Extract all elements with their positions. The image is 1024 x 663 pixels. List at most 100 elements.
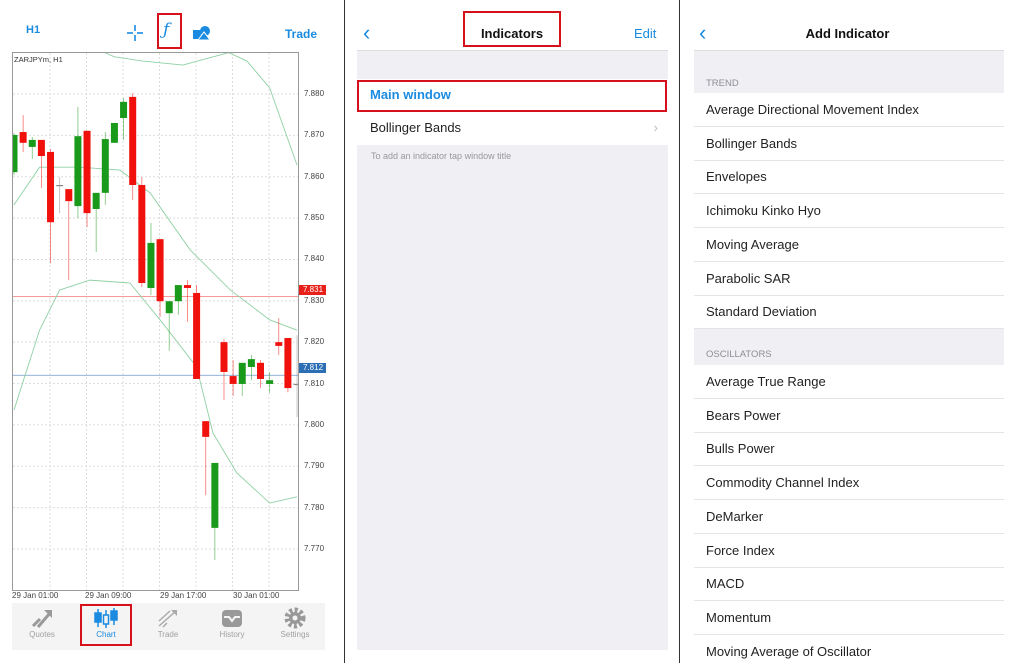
chart-area[interactable] [12,52,299,591]
candlestick-chart [13,53,298,590]
price-tick-label: 7.830 [304,295,325,305]
candle-body [147,242,155,288]
indicator-list-item[interactable]: Ichimoku Kinko Hyo [694,194,1004,229]
gear-icon [284,607,306,629]
indicator-list-item[interactable]: Bollinger Bands [694,127,1004,161]
highlight-box [357,80,667,112]
price-line-label: 7.831 [299,284,326,295]
tab-settings[interactable]: Settings [267,606,323,639]
candle-body [47,151,55,223]
function-icon[interactable]: ƒ [163,20,170,40]
page-title: Indicators [480,26,544,41]
chart-icon [94,608,118,628]
candle-body [83,130,91,214]
candle-body [74,136,82,207]
candle-body [37,139,45,157]
indicator-list-item[interactable]: Momentum [694,601,1004,635]
candle-body [110,122,118,143]
tab-trade[interactable]: Trade [140,606,196,639]
candle-body [220,342,228,372]
indicator-list-item[interactable]: Bulls Power [694,432,1004,467]
price-tick-label: 7.810 [304,378,325,388]
history-icon [222,610,242,627]
section-header-oscillators: OSCILLATORS [694,329,1004,365]
price-tick-label: 7.800 [304,419,325,429]
candle-body [174,285,182,302]
highlight-box [157,13,182,49]
indicator-list-item[interactable]: Average True Range [694,365,1004,399]
candle-body [129,96,137,185]
tab-chart[interactable]: Chart [78,606,134,639]
page-title: Add Indicator [805,26,890,41]
candle-body [120,101,128,118]
trade-icon [158,610,177,628]
tab-label: Trade [157,630,179,639]
indicator-list-item[interactable]: Bears Power [694,399,1004,433]
add-indicator-screen: ‹ Add Indicator TREND Average Directiona… [681,0,1024,663]
indicator-label: Bollinger Bands [370,120,462,135]
main-window-header[interactable]: Main window [357,79,668,112]
objects-icon[interactable] [192,24,212,42]
indicator-list-item[interactable]: Standard Deviation [694,295,1004,330]
price-tick-label: 7.840 [304,254,325,264]
indicators-screen: ‹ Indicators Edit Main window Bollinger … [344,0,680,663]
hint-text: To add an indicator tap window title [371,151,512,161]
tab-label: Quotes [29,630,55,639]
candle-body [165,301,173,314]
edit-button[interactable]: Edit [634,26,657,41]
indicator-list-item[interactable]: Force Index [694,534,1004,568]
candle-body [156,239,164,302]
candle-body [257,362,265,379]
price-tick-label: 7.870 [304,130,325,140]
indicator-list-item[interactable]: Commodity Channel Index [694,466,1004,501]
tab-history[interactable]: History [204,606,260,639]
indicator-list-item[interactable]: MACD [694,567,1004,602]
bollinger-middle-band [13,166,298,331]
indicator-list-item[interactable]: Envelopes [694,160,1004,195]
tab-quotes[interactable]: Quotes [14,606,70,639]
plot-group [13,53,298,590]
crosshair-icon[interactable] [126,24,144,42]
indicator-list-item[interactable]: DeMarker [694,500,1004,534]
tab-label: Settings [280,630,310,639]
price-tick-label: 7.790 [304,461,325,471]
price-tick-label: 7.820 [304,337,325,347]
candle-body [92,192,100,209]
price-tick-label: 7.770 [304,543,325,553]
trade-button[interactable]: Trade [285,27,318,41]
indicator-row-bollinger[interactable]: Bollinger Bands › [357,112,668,145]
tab-bar [12,603,325,650]
candle-body [202,421,210,437]
section-header-trend: TREND [694,50,1004,93]
candle-body [13,134,18,173]
indicator-list-item[interactable]: Moving Average of Oscillator [694,635,1004,663]
symbol-label: ZARJPYm, H1 [14,55,63,64]
candle-body [19,132,27,143]
candle-body [266,380,274,384]
candle-body [293,383,298,386]
candle-body [229,376,237,384]
price-line-label: 7.812 [299,363,326,374]
candle-body [247,359,255,367]
time-tick-label: 29 Jan 09:00 [85,591,132,600]
indicator-list-item[interactable]: Average Directional Movement Index [694,93,1004,127]
indicator-list-item[interactable]: Moving Average [694,228,1004,262]
price-tick-label: 7.850 [304,213,325,223]
time-tick-label: 29 Jan 01:00 [12,591,59,600]
timeframe-button[interactable]: H1 [26,24,41,36]
candle-body [28,139,36,147]
candle-body [183,285,191,288]
back-chevron-icon[interactable]: ‹ [363,20,371,45]
candle-body [138,184,146,284]
chevron-right-icon: › [653,120,658,135]
indicator-list-item[interactable]: Parabolic SAR [694,262,1004,296]
back-chevron-icon[interactable]: ‹ [699,20,707,45]
price-tick-label: 7.860 [304,171,325,181]
bollinger-upper-band [104,53,298,166]
highlight-box [463,11,561,47]
candle-body [275,342,283,346]
quotes-icon [31,610,52,628]
time-tick-label: 30 Jan 01:00 [233,591,280,600]
candle-body [238,362,246,384]
candle-body [65,189,73,202]
